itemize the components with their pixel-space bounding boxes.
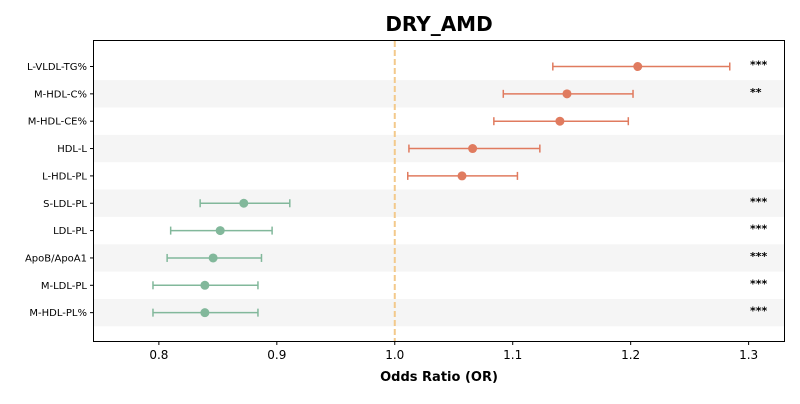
data-marks bbox=[152, 62, 731, 318]
significance-label: *** bbox=[750, 277, 768, 290]
x-tick-label: 0.9 bbox=[267, 348, 286, 362]
significance-labels: ******************** bbox=[750, 59, 768, 318]
y-tick-label: L-HDL-PL bbox=[42, 171, 87, 182]
point-estimate bbox=[215, 226, 225, 236]
y-tick-label: M-LDL-PL bbox=[41, 281, 88, 292]
point-estimate bbox=[457, 171, 467, 181]
y-tick-label: M-HDL-C% bbox=[34, 89, 87, 100]
y-tick-label: S-LDL-PL bbox=[43, 199, 87, 210]
point-estimate bbox=[562, 89, 572, 99]
significance-label: *** bbox=[750, 250, 768, 263]
x-axis-label: Odds Ratio (OR) bbox=[380, 370, 498, 385]
y-axis-ticks: L-VLDL-TG% M-HDL-C% M-HDL-CE% HDL-L L-HDL-PL… bbox=[25, 62, 94, 319]
significance-label: *** bbox=[750, 59, 768, 72]
point-estimate bbox=[555, 116, 565, 126]
significance-label: ** bbox=[750, 86, 762, 99]
y-tick-label: M-HDL-PL% bbox=[29, 308, 87, 319]
x-tick-label: 1.3 bbox=[739, 348, 758, 362]
chart-title: DRY_AMD bbox=[385, 12, 492, 36]
x-tick-label: 0.8 bbox=[149, 348, 168, 362]
row-bands bbox=[94, 80, 784, 327]
y-tick-label: HDL-L bbox=[57, 144, 87, 155]
point-estimate bbox=[239, 198, 249, 208]
x-axis-ticks: 0.8 0.9 1.0 1.1 1.2 1.3 bbox=[149, 341, 758, 362]
point-estimate bbox=[633, 62, 643, 71]
point-estimate bbox=[208, 253, 218, 263]
point-estimate bbox=[468, 144, 478, 154]
significance-label: *** bbox=[750, 223, 768, 236]
x-tick-label: 1.0 bbox=[385, 348, 404, 362]
significance-label: *** bbox=[750, 195, 768, 208]
significance-label: *** bbox=[750, 305, 768, 318]
row-band bbox=[94, 80, 784, 108]
plot-frame bbox=[93, 40, 785, 342]
point-estimate bbox=[200, 308, 210, 318]
y-tick-label: ApoB/ApoA1 bbox=[25, 253, 87, 264]
x-tick-label: 1.2 bbox=[621, 348, 640, 362]
y-tick-label: L-VLDL-TG% bbox=[27, 62, 87, 73]
row-band bbox=[94, 189, 784, 217]
y-tick-label: M-HDL-CE% bbox=[28, 117, 87, 128]
y-tick-label: LDL-PL bbox=[53, 226, 87, 237]
point-estimate bbox=[200, 280, 210, 290]
x-tick-label: 1.1 bbox=[503, 348, 522, 362]
